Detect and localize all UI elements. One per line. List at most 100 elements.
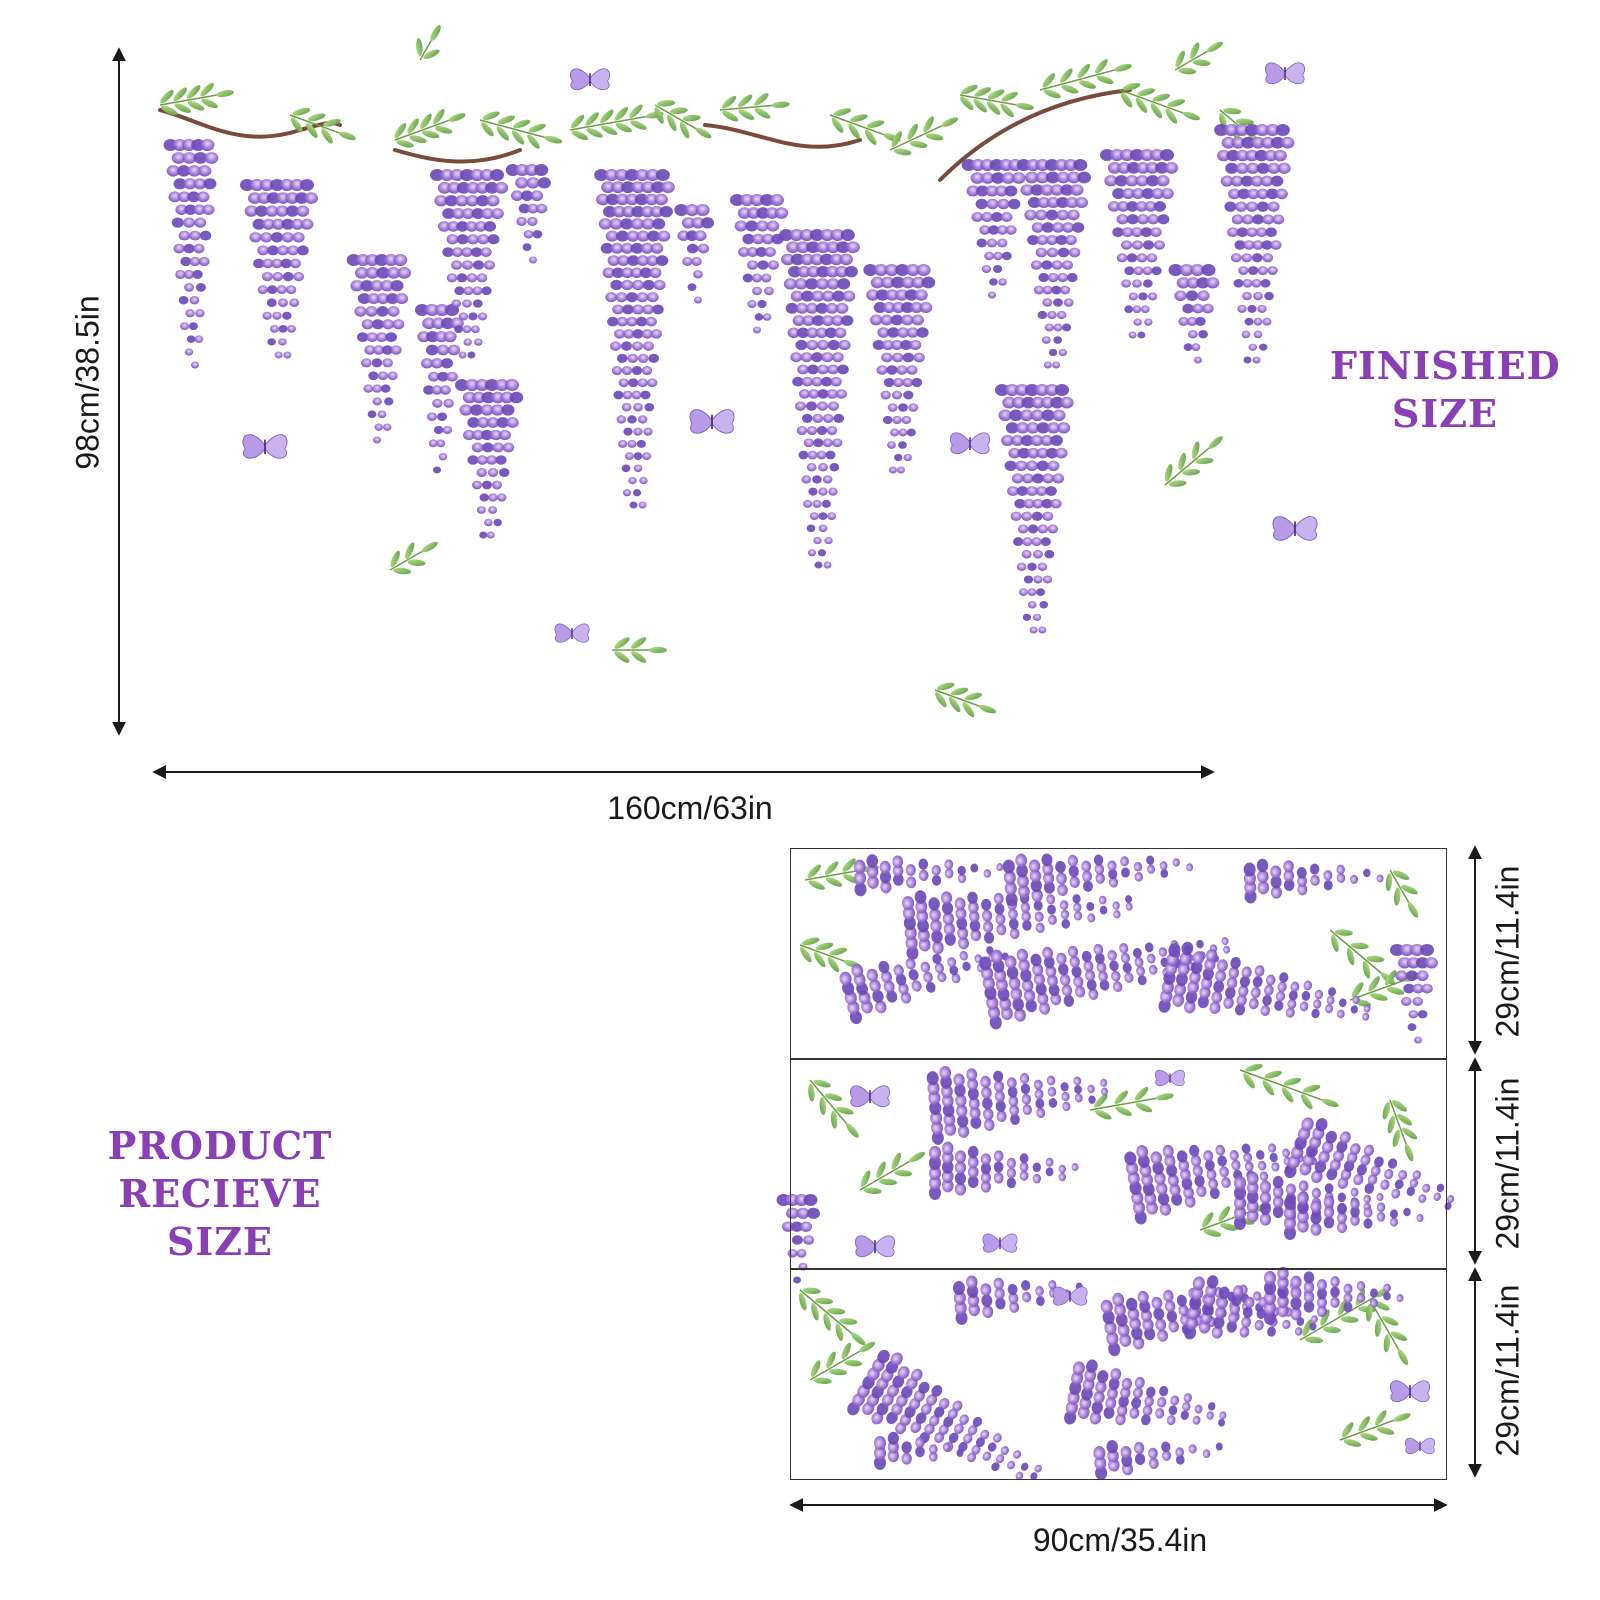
leaf [200,82,214,97]
leaf [1243,1073,1255,1089]
butterfly [242,434,288,459]
sheet-height-label-2: 29cm/11.4in [1489,1077,1526,1250]
leaf [307,113,326,122]
leaf [513,119,531,129]
leaf [808,880,825,890]
wisteria-cluster [346,254,411,444]
leaf [649,646,667,654]
leaf [973,98,988,113]
leaf [979,704,997,714]
wisteria-cluster [1158,941,1371,1021]
leaf [1358,1416,1370,1432]
product-size-title: PRODUCT RECIEVE SIZE [60,1122,380,1266]
leaf [936,682,955,691]
leaf [907,123,918,140]
leaf [1392,870,1410,880]
leaf [1386,987,1405,995]
wisteria-cluster [594,169,675,509]
leaf [434,125,453,134]
leaf-sprig [859,1151,926,1195]
butterfly [1272,516,1318,541]
leaf [667,114,677,132]
leaf [1164,464,1173,482]
leaf [807,864,821,879]
leaf [823,1313,832,1331]
leaf [738,109,755,120]
leaf [1397,1113,1413,1126]
leaf [878,1178,897,1186]
butterfly [1265,62,1305,85]
leaf [1387,1115,1396,1134]
leaf-sprig [1365,1299,1409,1366]
wisteria-cluster [1093,1440,1223,1480]
leaf [798,1292,807,1311]
leaf [1376,1427,1395,1435]
leaf [1368,976,1380,992]
wisteria-cluster [415,304,464,474]
leaf [1201,1212,1214,1228]
leaf [321,128,333,144]
leaf-sprig [159,82,234,116]
leaf-sprig [959,84,1034,118]
vine [938,88,1132,182]
leaf [801,937,820,946]
leaf [1077,63,1091,79]
leaf [1114,1090,1128,1105]
leaf [859,1341,876,1353]
leaf [1370,993,1388,1001]
wisteria-cluster [952,1275,1083,1325]
leaf [497,115,515,125]
leaf [614,651,630,663]
leaf [1191,441,1200,459]
leaf [925,133,944,141]
leaf [1365,1303,1373,1322]
leaf [1175,50,1185,68]
leaf [813,1079,831,1088]
leaf-sprig [1385,869,1419,918]
wisteria-cluster [779,229,860,569]
leaf [841,1342,851,1360]
leaf [831,117,844,133]
leaf [570,114,585,129]
leaf [585,112,599,126]
butterfly [850,1085,890,1108]
leaf [824,1093,843,1101]
leaf-sprig [612,637,667,663]
sticker-sheet-3 [790,1268,1447,1480]
leaf [1341,1422,1354,1438]
leaf-sprig [1089,1087,1174,1120]
leaf [815,1297,833,1305]
leaf [1360,1433,1378,1441]
leaf [1095,59,1108,74]
finished-width-label: 160cm/63in [607,790,773,826]
butterfly [689,409,735,434]
leaf [1195,457,1214,465]
wisteria-cluster [902,890,1133,960]
leaf [1264,1070,1282,1079]
wisteria-cluster [1243,858,1384,904]
leaf-sprig [1164,436,1223,487]
leaf [679,121,690,139]
leaf [654,107,664,124]
sticker-sheet-2 [790,1058,1447,1270]
leaf [630,120,647,130]
leaf [876,1161,886,1179]
leaf [813,1377,832,1385]
leaf [860,1170,871,1187]
leaf [1382,1101,1391,1120]
leaf [827,1307,846,1315]
wisteria-cluster [163,139,219,369]
wisteria-cluster [1284,1191,1424,1240]
leaf [1390,1331,1408,1341]
wisteria-cluster [1100,1281,1311,1357]
leaf [851,1332,866,1346]
leaf [1060,68,1073,83]
leaf [948,697,961,713]
butterfly [1405,1437,1435,1455]
leaf [835,1323,844,1341]
sheet-height-label-1: 29cm/11.4in [1489,865,1526,1038]
wisteria-cluster [730,194,789,334]
leaf [1078,80,1096,89]
leaf [338,131,356,141]
